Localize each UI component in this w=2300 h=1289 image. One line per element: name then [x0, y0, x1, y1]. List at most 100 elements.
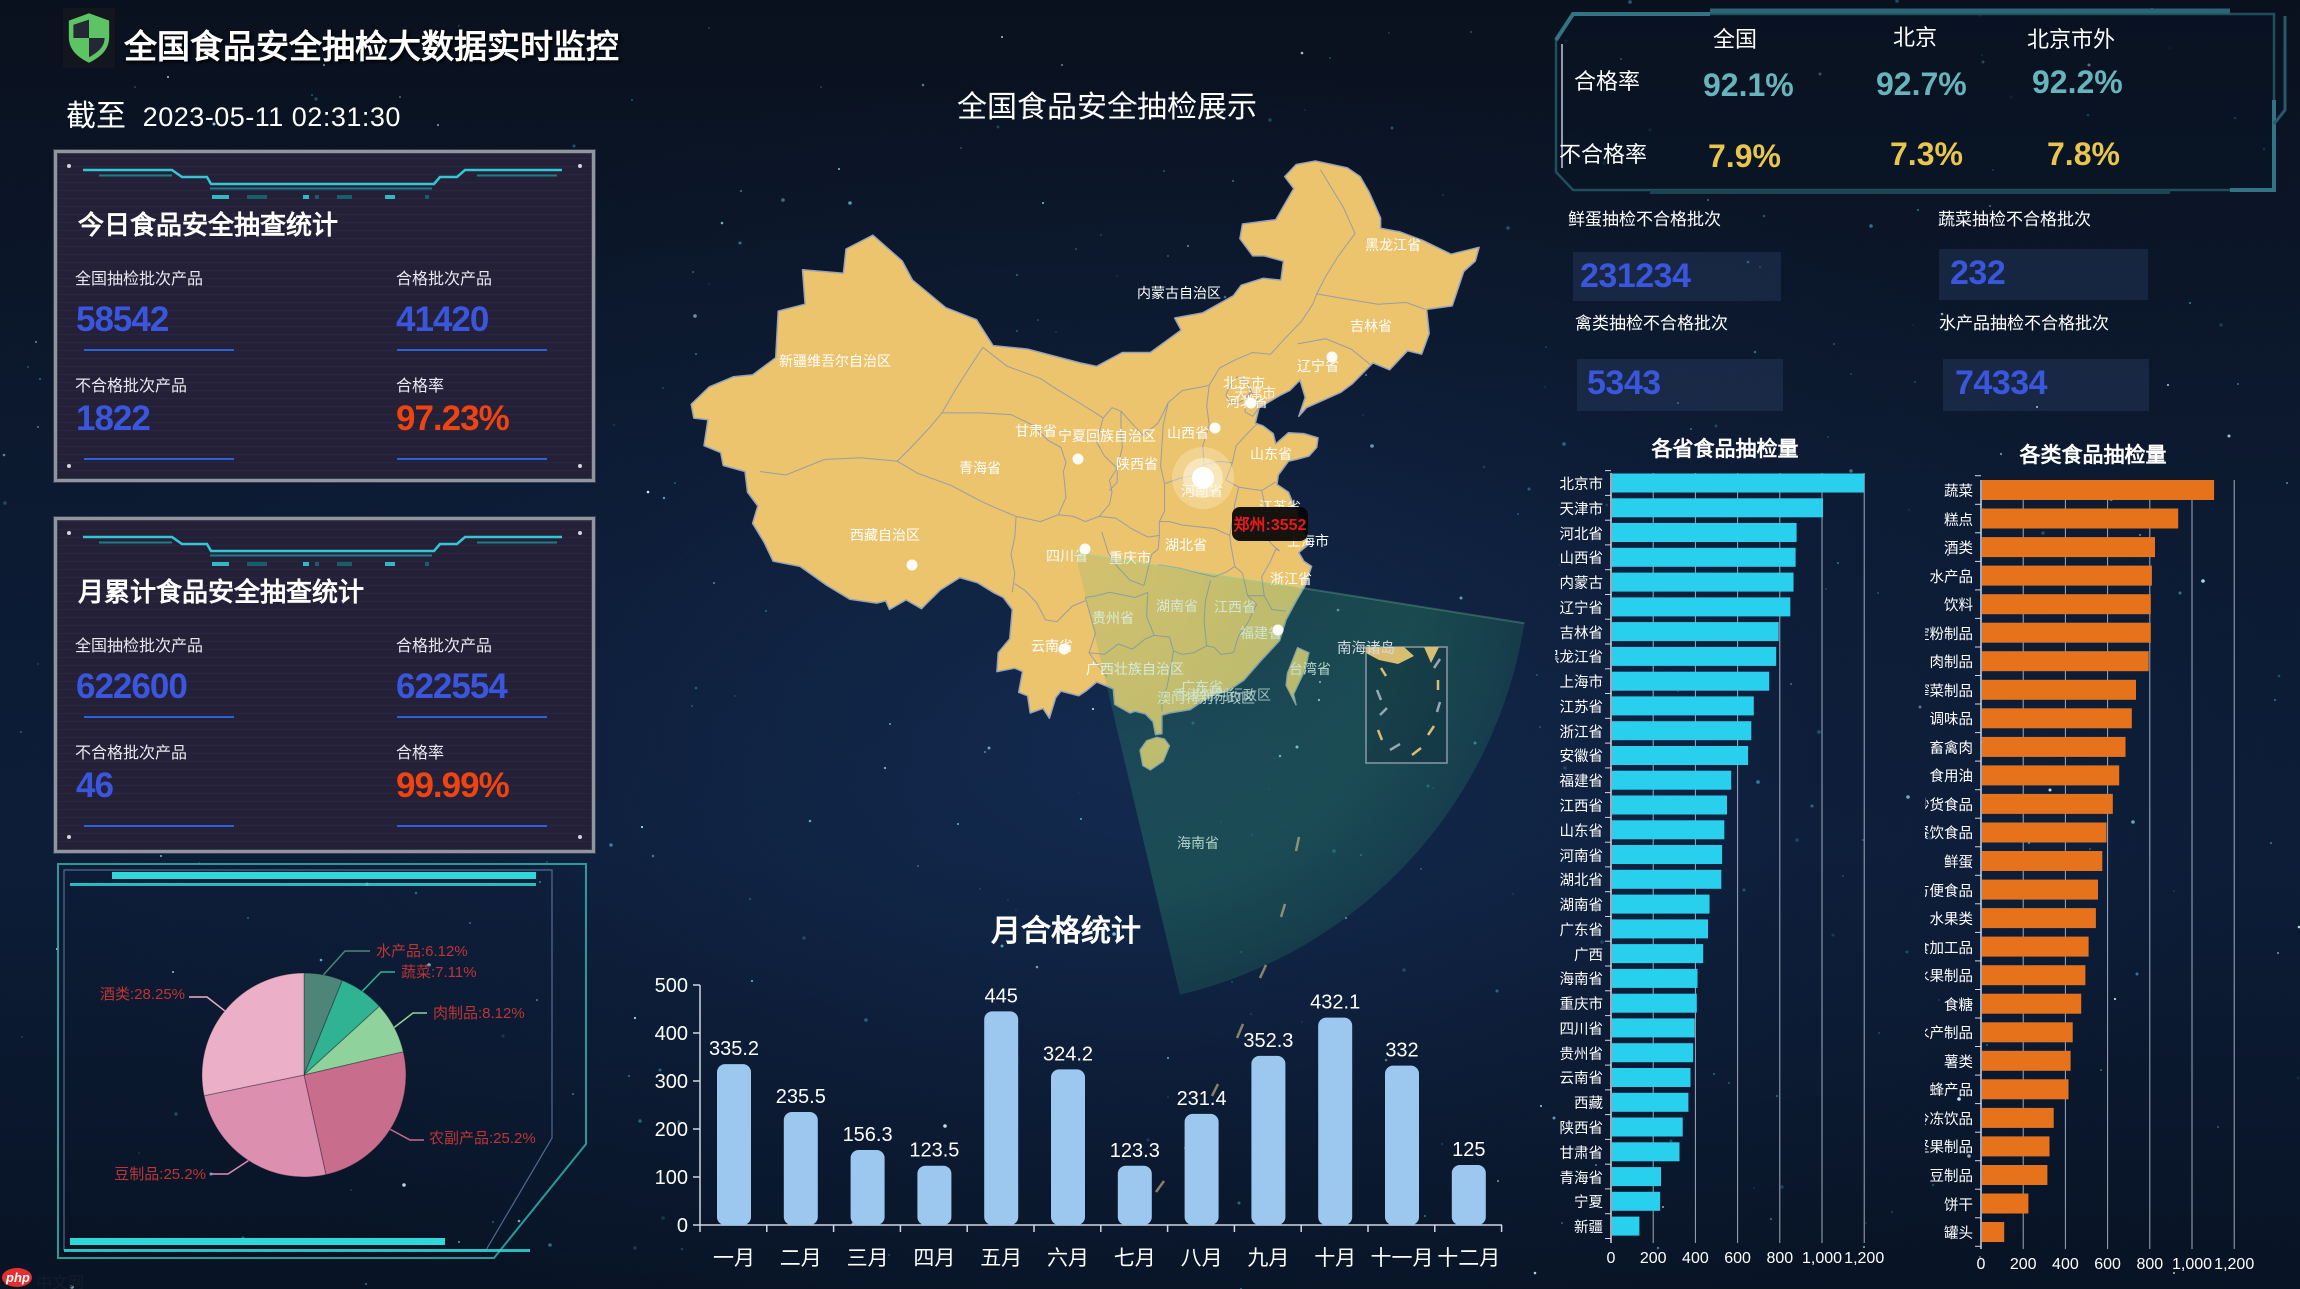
svg-text:335.2: 335.2: [709, 1038, 759, 1060]
svg-text:蔬菜: 蔬菜: [1944, 483, 1973, 500]
svg-text:罐头: 罐头: [1944, 1225, 1973, 1242]
svg-text:水果类: 水果类: [1930, 911, 1974, 928]
svg-text:200: 200: [2010, 1256, 2037, 1273]
svg-text:西藏: 西藏: [1574, 1095, 1603, 1112]
svg-text:安徽省: 安徽省: [1560, 748, 1604, 765]
svg-text:甘肃省: 甘肃省: [1560, 1145, 1604, 1162]
svg-text:十一月: 十一月: [1371, 1247, 1434, 1270]
svg-text:月合格统计: 月合格统计: [991, 914, 1141, 948]
svg-text:郑州:3552: 郑州:3552: [1234, 515, 1307, 534]
svg-text:江苏省: 江苏省: [1560, 699, 1604, 716]
svg-text:上海市: 上海市: [1560, 674, 1604, 691]
svg-text:浙江省: 浙江省: [1560, 724, 1604, 741]
svg-text:123.5: 123.5: [909, 1140, 959, 1162]
svg-text:炒货食品: 炒货食品: [1915, 797, 1973, 814]
svg-text:1,200: 1,200: [2214, 1256, 2254, 1273]
svg-text:湖南省: 湖南省: [1560, 897, 1604, 914]
svg-text:300: 300: [655, 1071, 688, 1093]
svg-text:肉制品: 肉制品: [1930, 654, 1974, 671]
svg-text:三月: 三月: [847, 1247, 889, 1270]
svg-text:新疆: 新疆: [1574, 1219, 1603, 1236]
svg-text:蔬菜:7.11%: 蔬菜:7.11%: [401, 964, 477, 981]
svg-text:广东省: 广东省: [1560, 922, 1604, 939]
svg-text:南海诸岛: 南海诸岛: [1337, 640, 1395, 657]
svg-text:酒类:28.25%: 酒类:28.25%: [100, 986, 185, 1003]
svg-text:宁夏回族自治区: 宁夏回族自治区: [1058, 428, 1156, 444]
svg-text:0: 0: [1607, 1250, 1616, 1267]
svg-text:四月: 四月: [913, 1247, 955, 1270]
svg-text:200: 200: [655, 1119, 688, 1141]
svg-text:1,000: 1,000: [1802, 1250, 1842, 1267]
svg-text:山西省: 山西省: [1560, 550, 1604, 567]
svg-text:231.4: 231.4: [1177, 1088, 1227, 1110]
svg-text:青海省: 青海省: [959, 460, 1001, 476]
svg-text:北京市: 北京市: [1223, 375, 1265, 391]
svg-text:各省食品抽检量: 各省食品抽检量: [1651, 437, 1799, 461]
svg-text:豆制品:25.2%: 豆制品:25.2%: [114, 1166, 206, 1183]
svg-text:吉林省: 吉林省: [1560, 625, 1604, 642]
svg-text:五月: 五月: [980, 1247, 1022, 1270]
svg-text:六月: 六月: [1047, 1247, 1089, 1270]
svg-text:湖北省: 湖北省: [1560, 872, 1604, 889]
svg-text:九月: 九月: [1247, 1247, 1289, 1270]
svg-text:400: 400: [2052, 1256, 2079, 1273]
svg-text:八月: 八月: [1181, 1247, 1223, 1270]
svg-text:河北省: 河北省: [1560, 526, 1604, 543]
svg-text:1,200: 1,200: [1844, 1250, 1884, 1267]
svg-text:1,000: 1,000: [2172, 1256, 2212, 1273]
svg-text:食糖: 食糖: [1944, 997, 1973, 1014]
svg-text:酒类: 酒类: [1944, 540, 1973, 557]
svg-text:山西省: 山西省: [1167, 425, 1209, 441]
svg-text:饼干: 饼干: [1944, 1197, 1973, 1214]
svg-text:125: 125: [1452, 1139, 1485, 1161]
svg-text:黑龙江省: 黑龙江省: [1545, 649, 1603, 666]
svg-text:432.1: 432.1: [1310, 992, 1360, 1014]
svg-text:四川省: 四川省: [1560, 1021, 1604, 1038]
svg-text:水产品: 水产品: [1930, 569, 1974, 586]
svg-text:辽宁省: 辽宁省: [1297, 358, 1339, 374]
svg-text:600: 600: [1724, 1250, 1751, 1267]
svg-text:广西: 广西: [1574, 947, 1603, 964]
svg-text:500: 500: [655, 975, 688, 997]
svg-text:山东省: 山东省: [1250, 446, 1292, 462]
svg-text:水产品:6.12%: 水产品:6.12%: [376, 943, 468, 960]
svg-text:332: 332: [1385, 1040, 1418, 1062]
svg-text:二月: 二月: [780, 1247, 822, 1270]
svg-text:324.2: 324.2: [1043, 1043, 1093, 1065]
svg-text:粮食加工品: 粮食加工品: [1901, 940, 1974, 957]
svg-text:豆制品: 豆制品: [1930, 1168, 1974, 1185]
svg-text:新疆维吾尔自治区: 新疆维吾尔自治区: [779, 353, 891, 369]
svg-text:坚果制品: 坚果制品: [1915, 1139, 1973, 1156]
svg-text:800: 800: [1766, 1250, 1793, 1267]
svg-text:十二月: 十二月: [1437, 1247, 1500, 1270]
svg-text:235.5: 235.5: [776, 1086, 826, 1108]
svg-text:餐饮食品: 餐饮食品: [1915, 825, 1973, 842]
svg-text:甘肃省: 甘肃省: [1015, 423, 1057, 439]
svg-text:水产制品: 水产制品: [1915, 1025, 1973, 1042]
svg-text:重庆市: 重庆市: [1560, 996, 1604, 1013]
svg-text:600: 600: [2094, 1256, 2121, 1273]
svg-text:山东省: 山东省: [1560, 823, 1604, 840]
svg-text:800: 800: [2136, 1256, 2163, 1273]
svg-text:156.3: 156.3: [843, 1124, 893, 1146]
svg-text:100: 100: [655, 1167, 688, 1189]
svg-text:445: 445: [985, 985, 1018, 1007]
svg-text:江西省: 江西省: [1560, 798, 1604, 815]
svg-text:贵州省: 贵州省: [1560, 1046, 1604, 1063]
svg-text:福建省: 福建省: [1560, 773, 1604, 790]
svg-text:湖北省: 湖北省: [1165, 537, 1207, 553]
svg-text:天津市: 天津市: [1234, 385, 1276, 401]
svg-text:方便食品: 方便食品: [1915, 883, 1973, 900]
svg-text:内蒙古自治区: 内蒙古自治区: [1137, 285, 1221, 301]
svg-text:全国食品安全抽检展示: 全国食品安全抽检展示: [957, 91, 1257, 124]
svg-text:海南省: 海南省: [1560, 971, 1604, 988]
svg-text:调味品: 调味品: [1930, 711, 1974, 728]
svg-text:薯类: 薯类: [1944, 1054, 1973, 1071]
svg-text:十月: 十月: [1314, 1247, 1356, 1270]
svg-text:一月: 一月: [713, 1247, 755, 1270]
svg-text:饮料: 饮料: [1944, 597, 1973, 614]
svg-text:河南省: 河南省: [1560, 848, 1604, 865]
svg-text:西藏自治区: 西藏自治区: [850, 527, 920, 543]
svg-text:陕西省: 陕西省: [1116, 456, 1158, 472]
svg-text:400: 400: [655, 1023, 688, 1045]
